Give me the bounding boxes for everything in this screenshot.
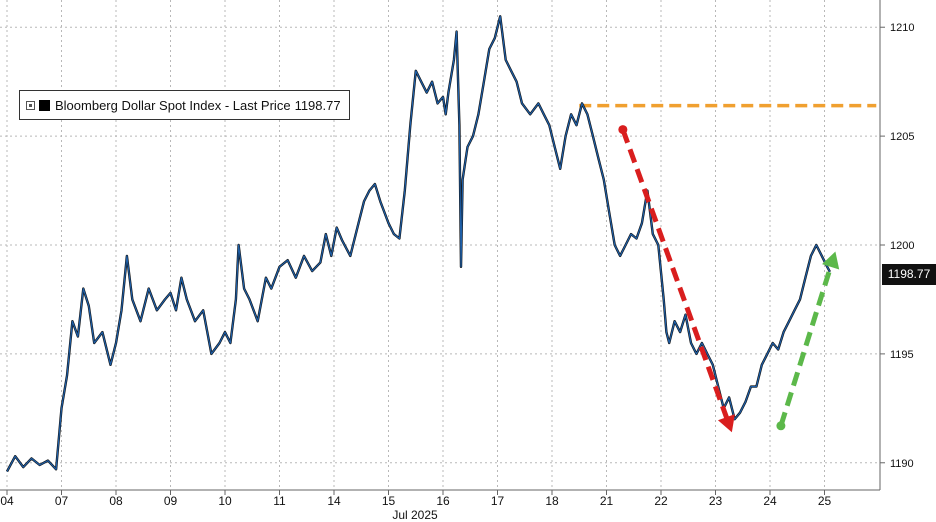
y-tick-label: 1210 (890, 22, 914, 34)
x-tick-label: 21 (600, 494, 614, 508)
x-tick-label: 22 (654, 494, 668, 508)
x-tick-label: 07 (55, 494, 69, 508)
x-axis-title: Jul 2025 (392, 508, 438, 522)
legend: Bloomberg Dollar Spot Index - Last Price… (19, 90, 350, 120)
x-tick-label: 17 (491, 494, 505, 508)
y-tick-label: 1190 (890, 458, 914, 470)
y-axis-ticks: 1190 1195 1200 1205 1210 (880, 22, 914, 470)
x-tick-label: 23 (709, 494, 723, 508)
y-tick-label: 1195 (890, 349, 914, 361)
series-line (6, 15, 831, 472)
arrow-shaft (620, 128, 731, 425)
legend-last-price: 1198.77 (294, 97, 341, 113)
grid-lines (0, 0, 880, 490)
x-tick-label: 16 (436, 494, 450, 508)
down-arrow (618, 125, 735, 433)
arrow-head (717, 414, 735, 433)
x-tick-label: 15 (382, 494, 396, 508)
up-arrow (776, 251, 840, 431)
x-tick-label: 24 (763, 494, 777, 508)
x-tick-label: 14 (327, 494, 341, 508)
x-tick-label: 04 (0, 494, 14, 508)
x-tick-label: 08 (109, 494, 123, 508)
x-tick-label: 18 (545, 494, 559, 508)
y-tick-label: 1200 (890, 240, 914, 252)
series-layer (5, 15, 831, 473)
arrow-shaft (778, 259, 835, 427)
legend-series-swatch (39, 99, 50, 111)
legend-collapse-icon[interactable] (26, 100, 35, 110)
x-tick-label: 11 (273, 494, 286, 508)
legend-series-name: Bloomberg Dollar Spot Index - Last Price (55, 97, 291, 113)
x-tick-label: 10 (218, 494, 232, 508)
x-tick-label: 25 (818, 494, 832, 508)
x-tick-label: 09 (164, 494, 178, 508)
arrow-head (822, 251, 840, 270)
x-axis-ticks: 04 07 08 09 10 11 14 15 16 17 18 21 22 23 24 25 (0, 490, 831, 508)
last-price-tag: 1198.77 (882, 264, 936, 285)
y-tick-label: 1205 (890, 131, 914, 143)
arrow-annotations-layer (618, 125, 840, 433)
